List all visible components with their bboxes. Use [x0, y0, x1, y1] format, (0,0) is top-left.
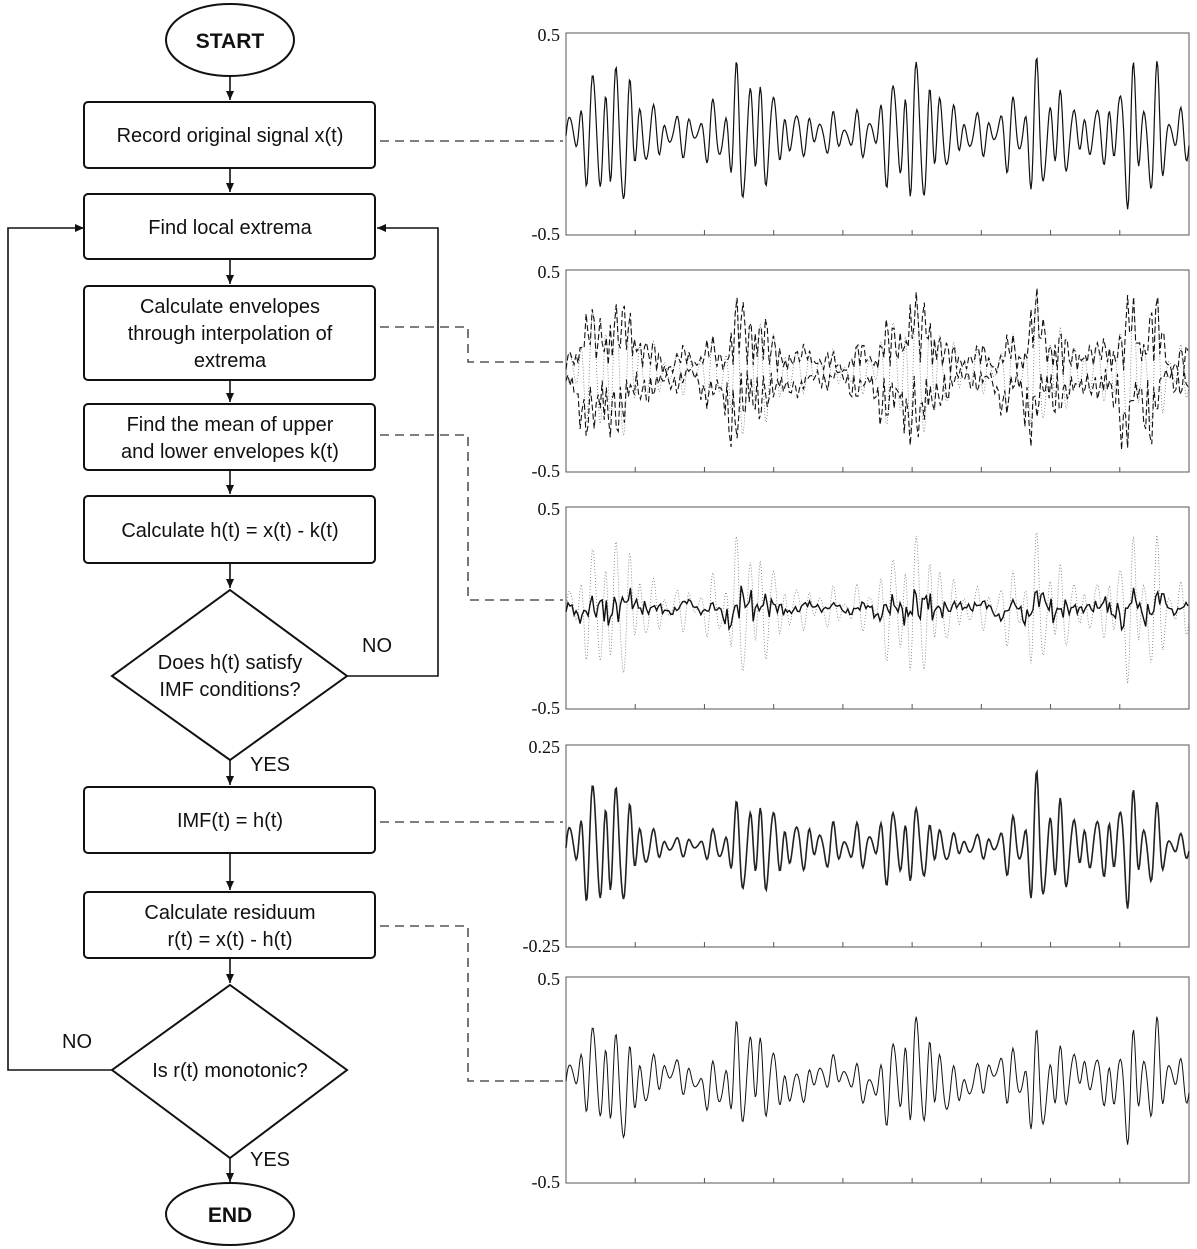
signal-trace-dotted	[565, 531, 1190, 684]
connector-mean-to-panel3	[380, 434, 563, 601]
envelopes-box	[83, 285, 376, 381]
y-min-label: -0.5	[532, 224, 561, 244]
y-max-label: 0.5	[538, 262, 561, 282]
calc-h-label: Calculate h(t) = x(t) - k(t)	[121, 520, 338, 542]
panel-frame	[565, 976, 1190, 1184]
envelopes-label-line3: extrema	[194, 350, 267, 372]
signal-trace	[565, 56, 1190, 210]
y-max-label: 0.25	[529, 737, 561, 757]
y-max-label: 0.5	[538, 25, 561, 45]
panel-envelopes: 0.5 -0.5	[532, 262, 1190, 481]
monotonic-no-label: NO	[62, 1031, 92, 1053]
imf-no-label: NO	[362, 635, 392, 657]
y-min-label: -0.5	[532, 461, 561, 481]
monotonic-question-diamond	[110, 983, 349, 1160]
mean-label-line2: and lower envelopes k(t)	[121, 441, 339, 463]
flowchart: START Record original signal x(t) Find l…	[7, 3, 439, 1246]
upper-envelope	[565, 287, 1189, 376]
panel-connectors	[380, 140, 563, 1082]
y-min-label: -0.25	[523, 936, 561, 956]
start-terminal	[165, 3, 295, 77]
residuum-label-line2: r(t) = x(t) - h(t)	[168, 929, 293, 951]
end-terminal	[165, 1182, 295, 1246]
envelopes-label-line2: through interpolation of	[128, 323, 333, 345]
calc-h-box	[83, 495, 376, 564]
imf-question-line2: IMF conditions?	[159, 679, 300, 701]
panel-frame	[565, 269, 1190, 473]
y-max-label: 0.5	[538, 969, 561, 989]
imf-question-line1: Does h(t) satisfy	[158, 652, 302, 674]
connector-residuum-to-panel5	[380, 925, 563, 1082]
panel-imf: 0.25 -0.25	[523, 737, 1190, 956]
find-extrema-label: Find local extrema	[148, 217, 312, 239]
residuum-label-line1: Calculate residuum	[144, 902, 315, 924]
residuum-box	[83, 891, 376, 959]
panel-residuum: 0.5 -0.5	[532, 969, 1190, 1192]
loop-monotonic-no	[7, 224, 112, 1071]
end-label: END	[208, 1204, 252, 1227]
imf-question-diamond	[110, 588, 349, 762]
panel-mean-envelope: 0.5 -0.5	[532, 499, 1190, 718]
imf-trace	[565, 768, 1190, 909]
monotonic-yes-label: YES	[250, 1149, 290, 1171]
imf-box	[83, 786, 376, 854]
signal-trace-dotted	[565, 294, 1190, 447]
imf-label: IMF(t) = h(t)	[177, 810, 283, 832]
find-extrema-box	[83, 193, 376, 260]
record-signal-label: Record original signal x(t)	[117, 125, 344, 147]
loop-imf-no	[347, 224, 439, 677]
mean-box	[83, 403, 376, 471]
panel-original-signal: 0.5 -0.5	[532, 25, 1190, 244]
y-min-label: -0.5	[532, 698, 561, 718]
connector-envelopes-to-panel2	[380, 326, 563, 363]
y-max-label: 0.5	[538, 499, 561, 519]
lower-envelope	[565, 366, 1189, 450]
record-signal-box	[83, 101, 376, 169]
flow-connectors	[7, 76, 439, 1182]
y-min-label: -0.5	[532, 1172, 561, 1192]
start-label: START	[196, 30, 265, 53]
monotonic-question-label: Is r(t) monotonic?	[152, 1060, 308, 1082]
envelopes-label-line1: Calculate envelopes	[140, 296, 320, 318]
mean-label-line1: Find the mean of upper	[127, 414, 334, 436]
residuum-trace	[565, 1016, 1190, 1145]
panel-frame	[565, 506, 1190, 710]
imf-yes-label: YES	[250, 754, 290, 776]
mean-envelope-trace	[565, 585, 1189, 632]
